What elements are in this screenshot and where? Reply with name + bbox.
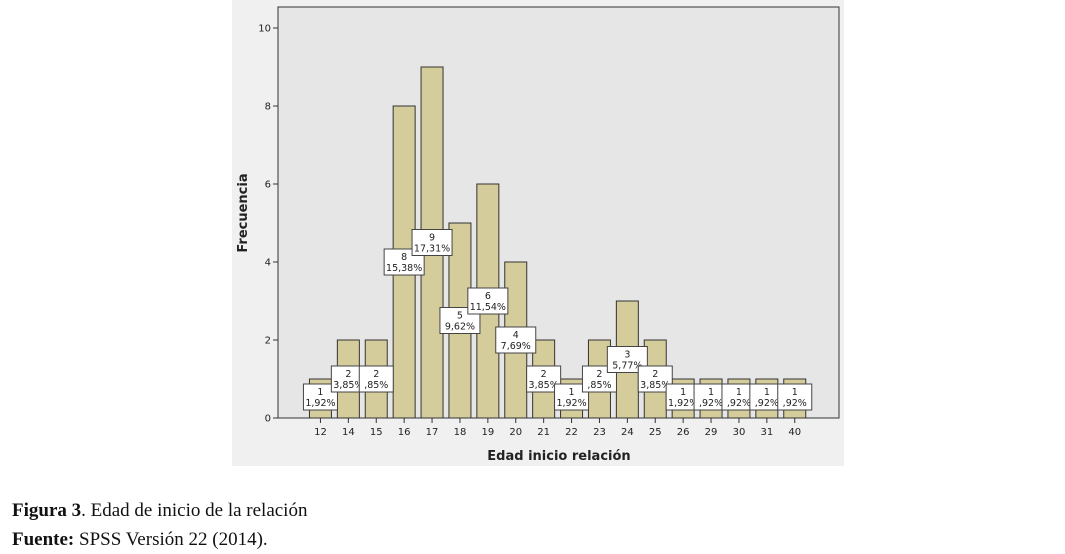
figure-text: . Edad de inicio de la relación [81, 500, 308, 521]
y-tick-label: 8 [265, 102, 271, 113]
data-label-percent: ,92% [699, 398, 723, 409]
data-label-percent: 1,92% [305, 398, 335, 409]
data-label-count: 9 [429, 233, 435, 244]
data-label-percent: 1,92% [556, 398, 586, 409]
data-label-percent: 1,92% [668, 398, 698, 409]
x-tick-label: 30 [733, 427, 746, 438]
x-tick-label: 20 [509, 427, 522, 438]
data-label-percent: 5,77% [612, 361, 642, 372]
data-label-count: 2 [373, 369, 379, 380]
x-tick-label: 15 [370, 427, 383, 438]
data-label-count: 1 [792, 387, 798, 398]
data-label-40: 1,92% [777, 383, 813, 411]
data-label-count: 2 [345, 369, 351, 380]
data-label-count: 8 [401, 252, 407, 263]
data-label-count: 6 [485, 291, 491, 302]
x-tick-label: 23 [593, 427, 606, 438]
x-tick-label: 26 [677, 427, 690, 438]
chart-container: 0 2 4 6 8 10 12 14 15 16 17 18 19 20 21 22 23 24 25 26 29 30… [232, 0, 844, 466]
data-label-box [777, 383, 813, 411]
data-label-percent: 3,85% [529, 380, 559, 391]
x-tick-label: 18 [454, 427, 467, 438]
plot-area [277, 6, 840, 419]
data-label-box [411, 229, 453, 256]
x-tick-label: 16 [398, 427, 411, 438]
y-tick-label: 4 [265, 258, 271, 269]
data-label-box [358, 365, 394, 393]
y-tick-label: 6 [265, 180, 271, 191]
data-label-percent: ,85% [587, 380, 611, 391]
data-label-20: 47,69% [495, 326, 537, 354]
x-tick-label: 21 [537, 427, 550, 438]
data-label-count: 4 [513, 330, 519, 341]
data-label-25: 23,85% [637, 365, 673, 393]
x-tick-label: 12 [314, 427, 327, 438]
data-label-percent: 3,85% [333, 380, 363, 391]
y-tick-label: 10 [258, 24, 271, 35]
x-axis: 12 14 15 16 17 18 19 20 21 22 23 24 25 26 29 30 31 40 [314, 418, 801, 438]
data-label-count: 2 [541, 369, 547, 380]
x-tick-label: 25 [649, 427, 662, 438]
x-tick-label: 29 [705, 427, 718, 438]
data-label-15: 2,85% [358, 365, 394, 393]
data-label-percent: 3,85% [640, 380, 670, 391]
x-tick-label: 31 [760, 427, 773, 438]
x-tick-label: 14 [342, 427, 355, 438]
data-label-percent: ,92% [783, 398, 807, 409]
data-label-box [495, 326, 537, 354]
data-label-percent: 9,62% [445, 322, 475, 333]
data-label-count: 2 [652, 369, 658, 380]
data-label-percent: 17,31% [414, 244, 450, 255]
data-label-count: 1 [764, 387, 770, 398]
data-label-percent: ,85% [364, 380, 388, 391]
source-text: SPSS Versión 22 (2014). [74, 529, 268, 550]
data-label-count: 1 [736, 387, 742, 398]
data-label-box [467, 287, 509, 315]
data-labels-group: 11,92%23,85%2,85%815,38%917,31%59,62%611… [302, 229, 813, 411]
data-label-percent: 11,54% [470, 302, 506, 313]
y-axis: 0 2 4 6 8 10 [258, 24, 278, 425]
figure-label: Figura 3 [12, 500, 82, 521]
source-label: Fuente: [12, 529, 75, 550]
data-label-percent: 15,38% [386, 263, 422, 274]
figure-caption: Figura 3. Edad de inicio de la relación [12, 500, 307, 522]
data-label-percent: ,92% [727, 398, 751, 409]
x-axis-title: Edad inicio relación [487, 449, 630, 464]
x-tick-label: 40 [788, 427, 801, 438]
data-label-percent: 7,69% [501, 341, 531, 352]
data-label-count: 5 [457, 311, 463, 322]
data-label-count: 3 [624, 350, 630, 361]
data-label-count: 1 [317, 387, 323, 398]
x-tick-label: 19 [481, 427, 494, 438]
data-label-count: 1 [569, 387, 575, 398]
data-label-box [637, 365, 673, 393]
x-tick-label: 17 [426, 427, 439, 438]
y-axis-title: Frecuencia [236, 173, 251, 252]
data-label-19: 611,54% [467, 287, 509, 315]
y-tick-label: 2 [265, 336, 271, 347]
x-tick-label: 22 [565, 427, 578, 438]
source-caption: Fuente: SPSS Versión 22 (2014). [12, 529, 268, 551]
data-label-count: 1 [680, 387, 686, 398]
data-label-count: 2 [596, 369, 602, 380]
data-label-percent: ,92% [755, 398, 779, 409]
y-tick-label: 0 [265, 414, 271, 425]
data-label-17: 917,31% [411, 229, 453, 256]
x-tick-label: 24 [621, 427, 634, 438]
data-label-count: 1 [708, 387, 714, 398]
